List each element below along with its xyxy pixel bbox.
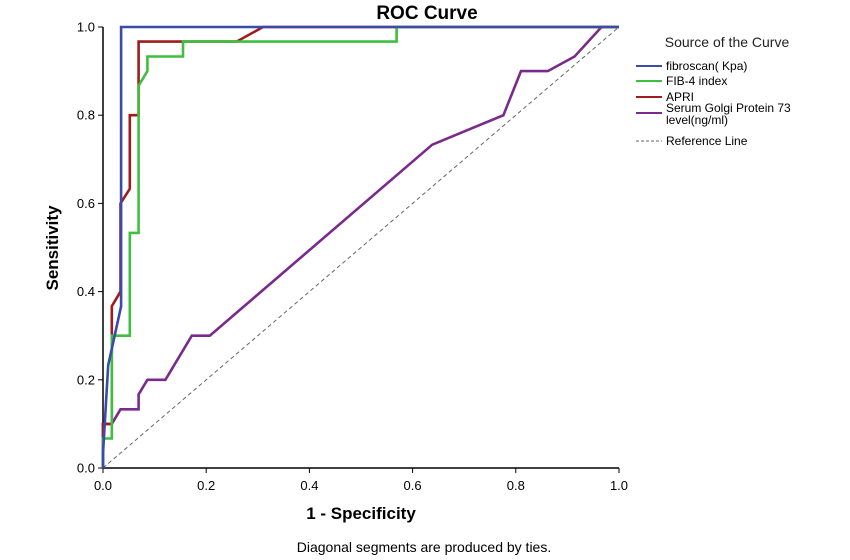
- series-layer: [101, 25, 620, 469]
- y-axis-label: Sensitivity: [43, 205, 62, 291]
- y-tick-label: 0.6: [77, 196, 95, 211]
- y-tick-label: 0.0: [77, 461, 95, 476]
- y-tick-label: 0.4: [77, 284, 95, 299]
- series-line-1: [101, 25, 619, 468]
- x-tick-label: 0.6: [404, 478, 422, 493]
- legend-label: Reference Line: [666, 134, 748, 148]
- series-line-0: [101, 25, 619, 468]
- chart-title: ROC Curve: [376, 3, 477, 24]
- legend: Source of the Curve fibroscan( Kpa)FIB-4…: [636, 34, 791, 148]
- y-tick-label: 0.8: [77, 108, 95, 123]
- x-tick-label: 1.0: [610, 478, 628, 493]
- x-axis-label: 1 - Specificity: [306, 504, 416, 523]
- legend-label: APRI: [666, 90, 694, 104]
- x-tick-label: 0.4: [300, 478, 318, 493]
- x-tick-label: 0.2: [197, 478, 215, 493]
- series-line-3: [101, 25, 619, 468]
- y-tick-label: 0.2: [77, 372, 95, 387]
- legend-label: FIB-4 index: [666, 74, 727, 88]
- x-ticks: 0.0 0.2 0.4 0.6 0.8 1.0: [94, 468, 628, 493]
- legend-title: Source of the Curve: [665, 34, 790, 50]
- legend-label: fibroscan( Kpa): [666, 59, 747, 73]
- y-tick-label: 1.0: [77, 20, 95, 35]
- series-line-4: [102, 26, 620, 469]
- plot-area: 0.0 0.2 0.4 0.6 0.8 1.0 0.0 0.2 0.4 0.6 0.8 1.0: [77, 20, 628, 494]
- x-tick-label: 0.0: [94, 478, 112, 493]
- footnote: Diagonal segments are produced by ties.: [297, 539, 551, 555]
- y-ticks: 0.0 0.2 0.4 0.6 0.8 1.0: [77, 20, 103, 476]
- legend-label: Serum Golgi Protein 73 level(ng/ml): [666, 101, 791, 127]
- x-tick-label: 0.8: [507, 478, 525, 493]
